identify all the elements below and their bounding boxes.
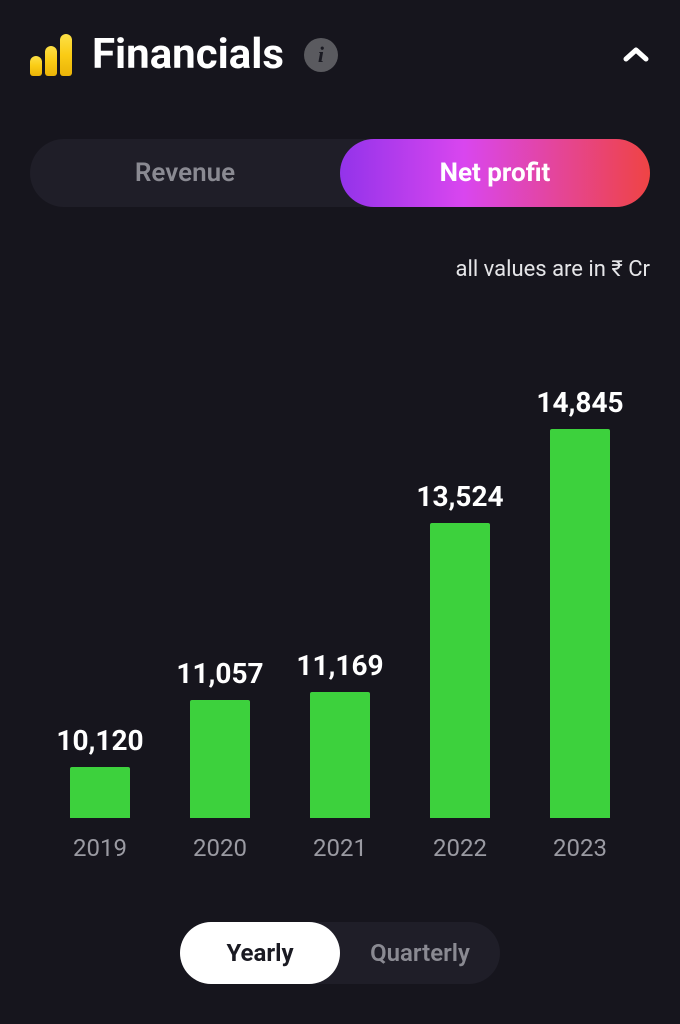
chart-xaxis: 20192020202120222023	[30, 818, 650, 862]
chart-bar	[70, 767, 130, 818]
bar-chart: 10,120 11,057 11,169 13,524 14,845	[30, 302, 650, 818]
chart-area: 10,12011,05711,16913,52414,845 201920202…	[30, 302, 650, 862]
chart-value-label: 14,845	[536, 386, 623, 419]
card-title: Financials	[92, 30, 284, 79]
chart-value-label: 11,057	[176, 657, 263, 690]
chart-value-label: 10,120	[56, 724, 143, 757]
chart-xlabel: 2019	[40, 834, 160, 862]
header-left: Financials i	[30, 30, 338, 79]
chart-bar	[430, 523, 490, 818]
financials-icon	[30, 34, 72, 76]
chart-xlabel: 2022	[400, 834, 520, 862]
period-tabs: Yearly Quarterly	[180, 922, 500, 984]
chart-xlabel: 2023	[520, 834, 640, 862]
chart-column: 14,845	[520, 386, 640, 818]
metric-tabs: Revenue Net profit	[30, 139, 650, 207]
chart-column: 11,169	[280, 649, 400, 818]
chart-column: 10,120	[40, 724, 160, 818]
chart-column: 11,057	[160, 657, 280, 818]
chart-bar	[550, 429, 610, 818]
chart-xlabel: 2021	[280, 834, 400, 862]
chart-bar	[190, 700, 250, 818]
financials-card: Financials i Revenue Net profit all valu…	[0, 0, 680, 1024]
chart-value-label: 13,524	[416, 480, 503, 513]
chart-xlabel: 2020	[160, 834, 280, 862]
card-header: Financials i	[30, 30, 650, 79]
collapse-icon[interactable]	[622, 38, 650, 71]
info-icon[interactable]: i	[304, 38, 338, 72]
chart-column: 13,524	[400, 480, 520, 818]
chart-bar	[310, 692, 370, 818]
tab-revenue[interactable]: Revenue	[30, 139, 340, 207]
chart-value-label: 11,169	[296, 649, 383, 682]
units-label: all values are in ₹ Cr	[30, 257, 650, 282]
tab-quarterly[interactable]: Quarterly	[340, 922, 500, 984]
tab-yearly[interactable]: Yearly	[180, 922, 340, 984]
tab-net-profit[interactable]: Net profit	[340, 139, 650, 207]
